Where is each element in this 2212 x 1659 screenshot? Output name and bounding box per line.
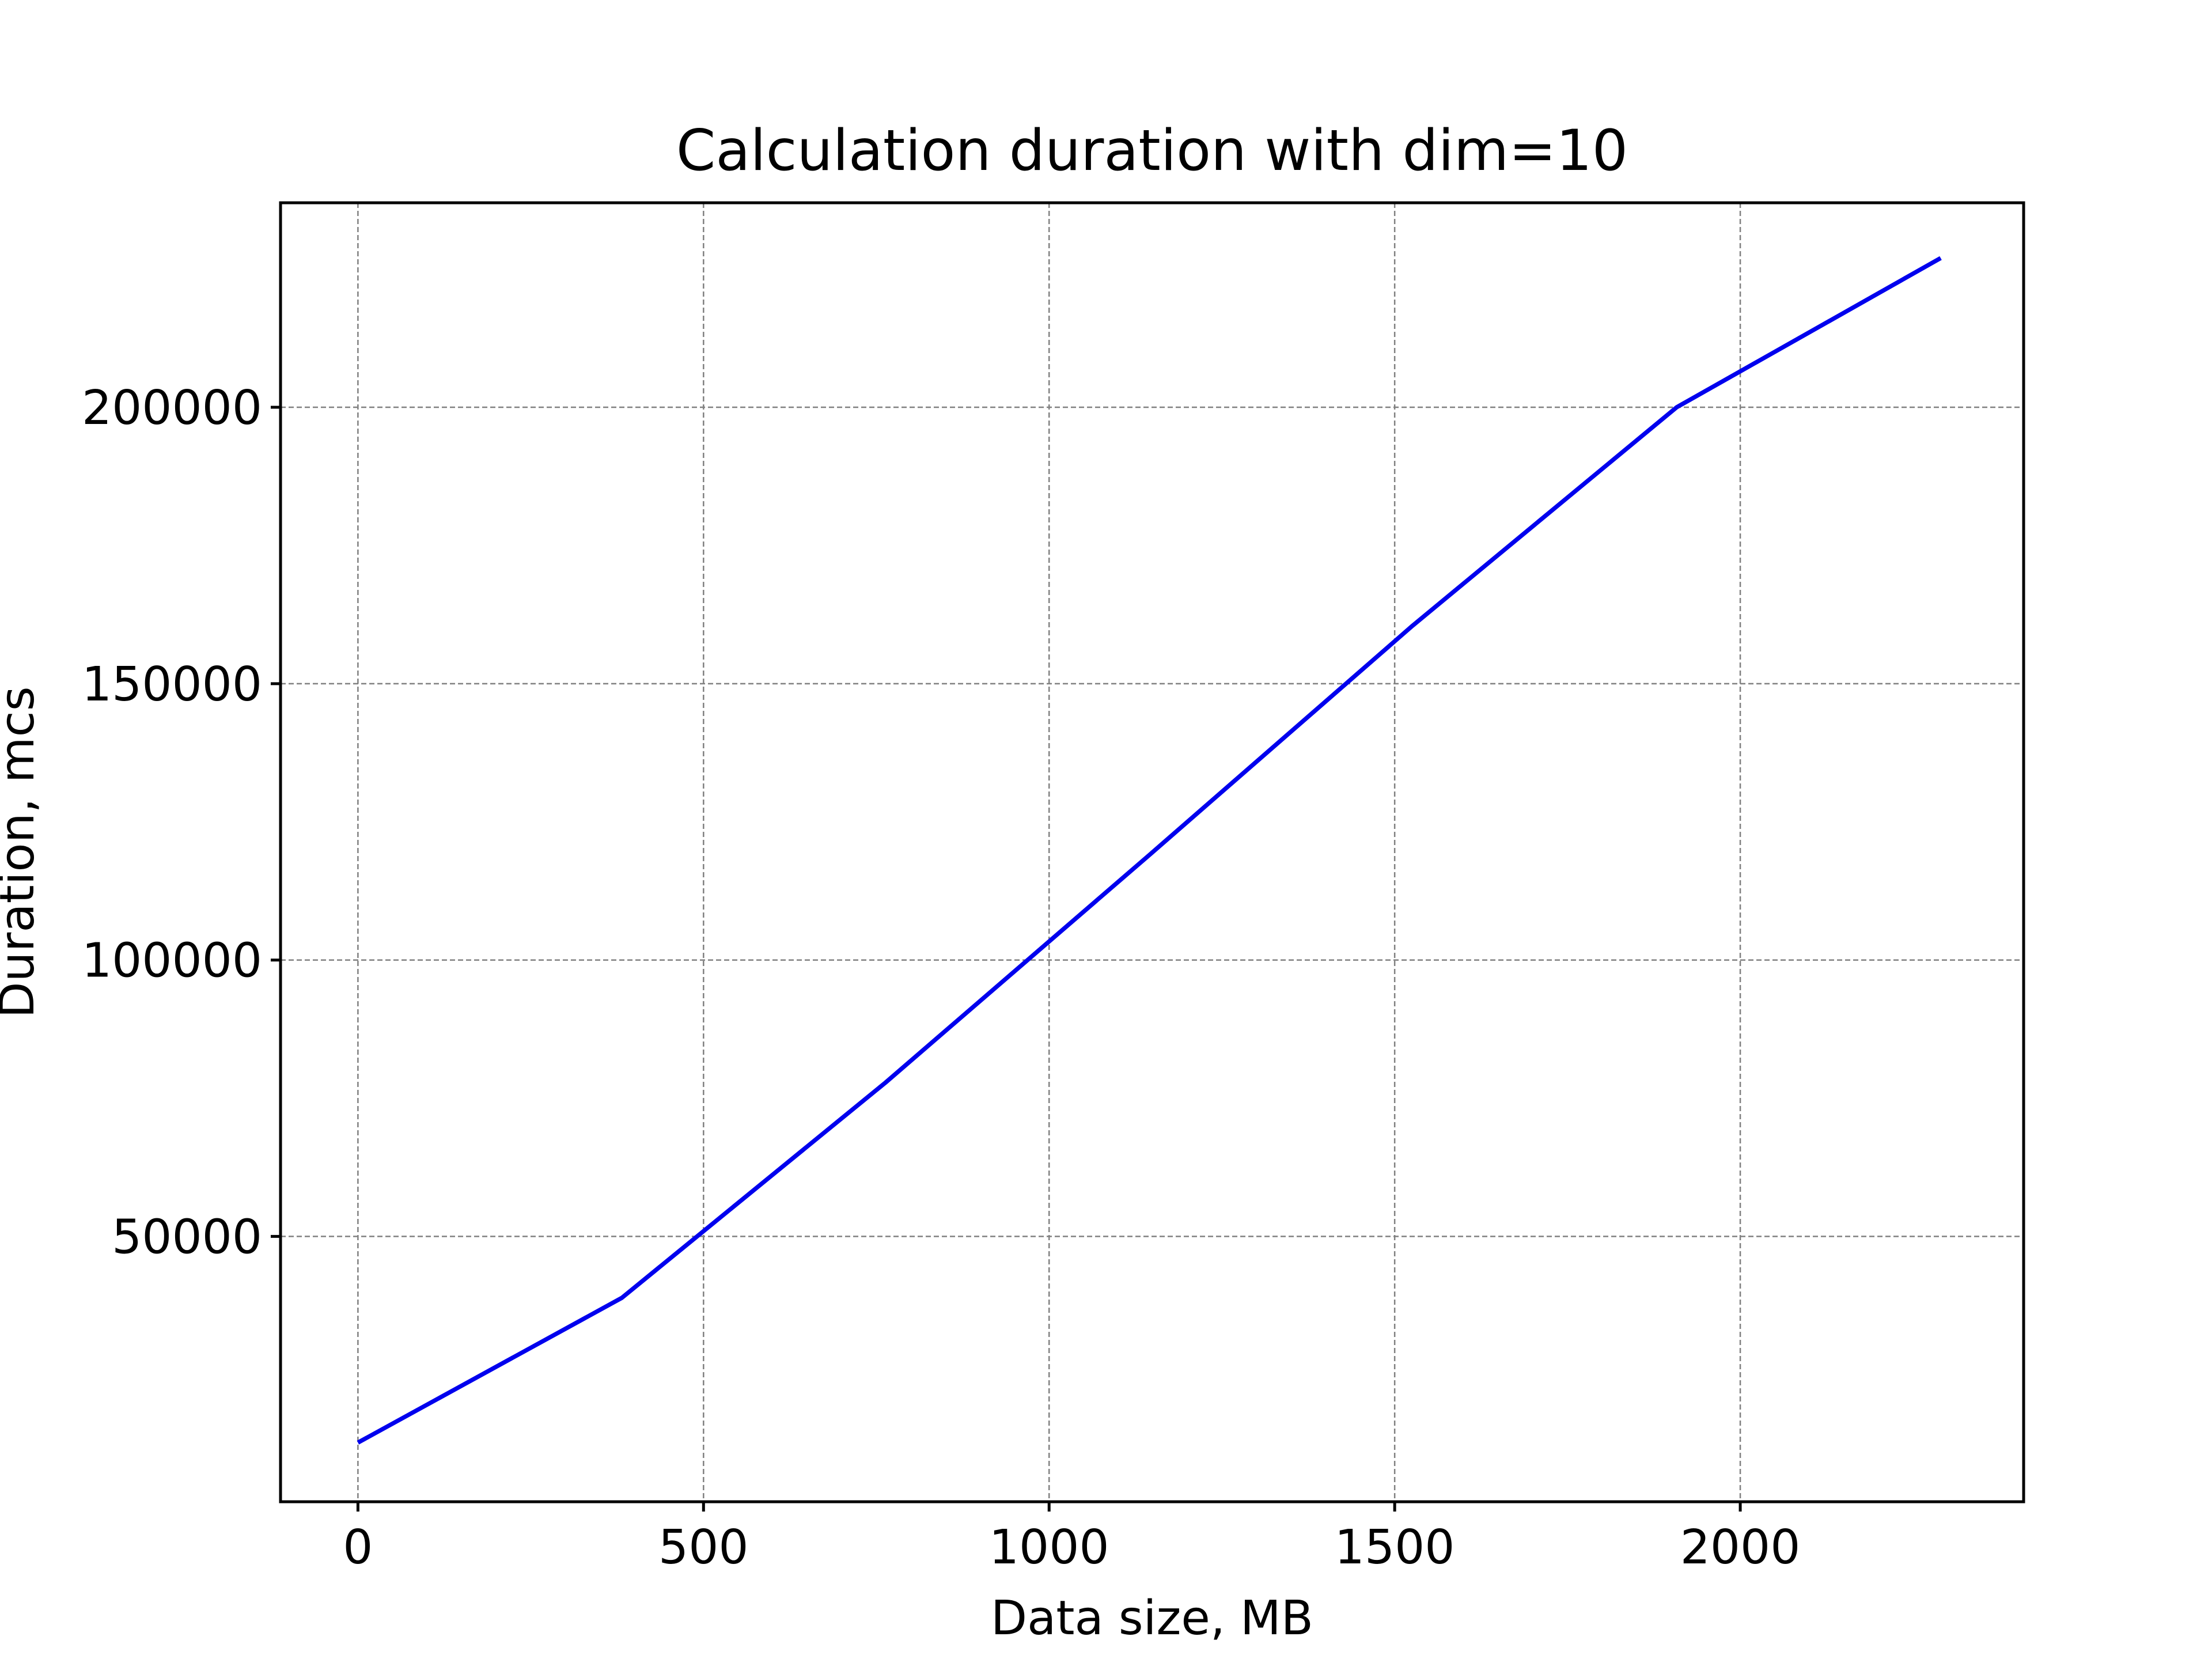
y-tick-label: 100000 [82,934,262,988]
tick-labels: 0 500 1000 1500 2000 50000 100000 150000 200000 [82,381,1800,1575]
series-layer [357,256,1942,1445]
x-axis-label: Data size, MB [991,1591,1313,1646]
y-tick-label: 150000 [82,657,262,712]
x-tick-label: 500 [658,1520,749,1575]
y-tick-label: 200000 [82,381,262,435]
y-axis-label: Duration, mcs [0,687,45,1018]
x-tick-label: 1500 [1335,1520,1455,1575]
x-tick-label: 0 [343,1520,373,1575]
x-tick-label: 1000 [989,1520,1109,1575]
chart-title: Calculation duration with dim=10 [676,118,1628,184]
tick-marks [271,406,1742,1512]
series-line-0 [357,256,1942,1445]
axes-frame [279,201,2025,1503]
y-tick-label: 50000 [112,1210,262,1264]
x-tick-label: 2000 [1680,1520,1801,1575]
grid-lines [281,203,2024,1502]
